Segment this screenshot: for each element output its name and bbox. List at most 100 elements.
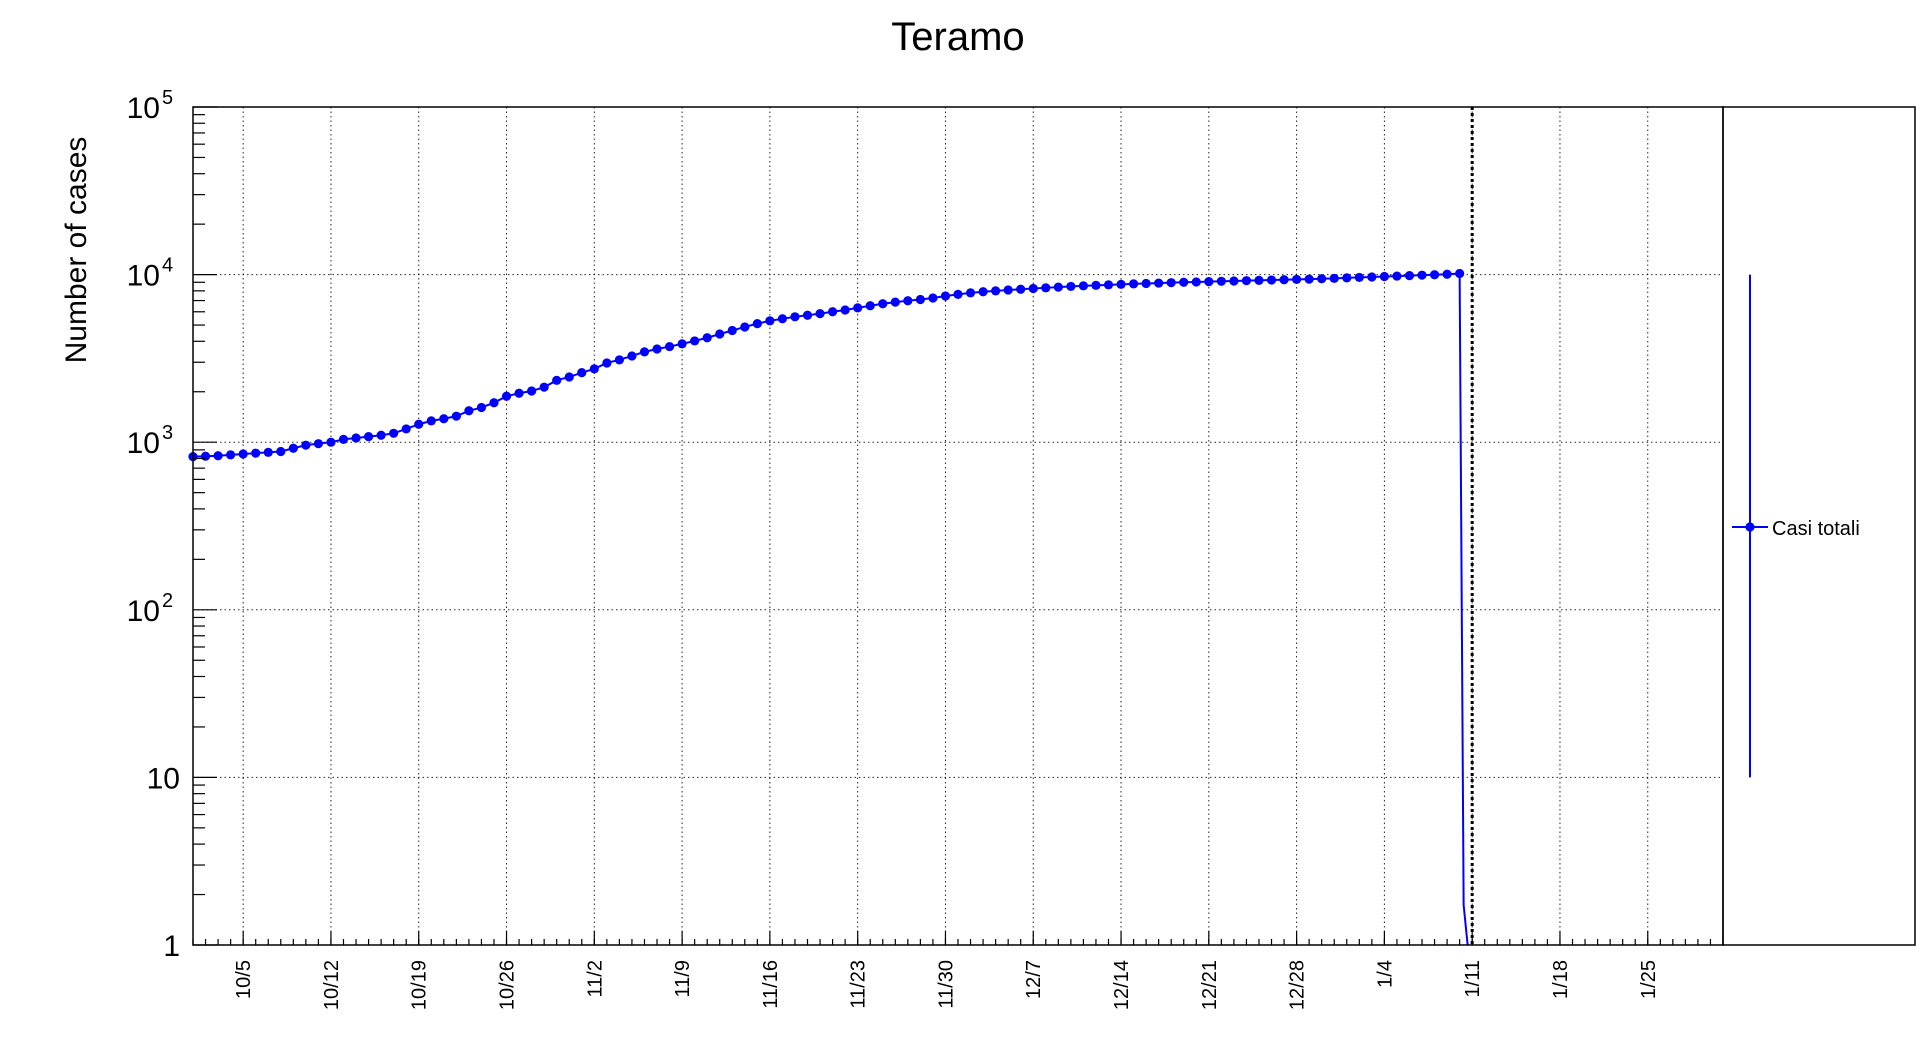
- data-point: [740, 322, 750, 332]
- data-point: [1028, 283, 1038, 294]
- legend: Casi totali: [1722, 106, 1916, 946]
- data-point: [827, 307, 838, 317]
- data-point: [1404, 271, 1415, 281]
- data-point: [401, 424, 411, 434]
- data-point: [200, 451, 211, 461]
- x-tick-label: 11/23: [848, 960, 870, 1009]
- data-point: [1292, 274, 1302, 285]
- data-point: [301, 440, 311, 450]
- data-point: [539, 382, 549, 392]
- x-tick-label: 12/21: [1199, 960, 1221, 1010]
- y-tick-exponent: 3: [162, 422, 173, 444]
- data-point: [1191, 277, 1201, 287]
- data-point: [1041, 283, 1051, 293]
- data-point: [476, 402, 487, 413]
- data-point: [426, 416, 436, 426]
- data-point: [338, 434, 349, 444]
- data-point: [1066, 281, 1076, 292]
- data-point: [702, 333, 712, 343]
- data-point: [752, 319, 762, 329]
- data-point: [589, 364, 599, 374]
- x-tick-label: 11/2: [584, 960, 606, 997]
- data-point: [865, 301, 875, 311]
- data-point: [351, 433, 361, 443]
- data-point: [965, 288, 976, 298]
- data-point: [978, 287, 988, 297]
- data-point: [213, 451, 223, 461]
- data-point: [614, 355, 624, 365]
- data-point: [1241, 276, 1252, 286]
- y-tick-exponent: 4: [162, 255, 173, 277]
- grid: [193, 107, 1723, 945]
- data-point: [953, 289, 963, 299]
- data-point: [1003, 285, 1013, 295]
- data-point: [1442, 269, 1452, 279]
- data-point: [853, 303, 863, 313]
- x-tick-label: 1/4: [1374, 960, 1396, 988]
- y-tick-exponent: 2: [162, 590, 173, 612]
- data-point: [928, 293, 938, 303]
- data-point: [815, 309, 825, 319]
- data-point: [790, 312, 800, 322]
- data-point: [677, 339, 687, 349]
- data-point: [690, 336, 700, 346]
- data-point: [664, 341, 675, 352]
- data-point: [1154, 278, 1164, 288]
- data-point: [802, 310, 813, 320]
- x-tick-label: 10/19: [409, 960, 431, 1010]
- data-point: [1204, 277, 1214, 287]
- x-tick-label: 12/28: [1287, 960, 1309, 1010]
- data-point: [226, 450, 236, 460]
- data-point: [890, 297, 900, 307]
- data-point: [1179, 277, 1189, 287]
- data-point: [777, 314, 788, 324]
- x-tick-label: 12/7: [1023, 960, 1045, 999]
- data-point: [639, 347, 650, 357]
- data-point: [903, 296, 913, 306]
- chart-title: Teramo: [891, 15, 1024, 59]
- data-point: [1229, 276, 1239, 286]
- series-layer: [188, 268, 1469, 946]
- data-point: [451, 411, 461, 421]
- data-point: [915, 294, 925, 305]
- data-point: [238, 449, 248, 459]
- y-tick-label: 10: [127, 92, 160, 125]
- data-point: [439, 414, 449, 424]
- data-point: [527, 386, 537, 396]
- data-point: [1329, 273, 1339, 283]
- data-point: [389, 428, 399, 438]
- data-point: [1091, 280, 1101, 290]
- x-tick-label: 11/16: [760, 960, 782, 1009]
- data-point: [552, 375, 562, 385]
- y-tick-label: 10: [127, 260, 160, 293]
- legend-frame: [1722, 106, 1916, 946]
- data-point: [1053, 282, 1063, 292]
- data-point: [263, 447, 273, 457]
- data-point: [602, 358, 612, 368]
- data-point: [765, 316, 775, 326]
- data-point: [1455, 268, 1465, 279]
- data-point: [1103, 280, 1114, 290]
- data-point: [1141, 278, 1151, 289]
- legend-marker-symbol: [1745, 522, 1755, 532]
- data-point: [288, 443, 298, 453]
- data-point: [1317, 274, 1327, 284]
- data-point: [940, 291, 951, 301]
- data-point: [1342, 273, 1352, 283]
- y-axis-label: Number of cases: [60, 137, 93, 364]
- data-point: [1128, 279, 1139, 289]
- data-point: [363, 431, 374, 442]
- data-point: [514, 388, 524, 398]
- data-point: [652, 344, 662, 354]
- data-point: [313, 439, 324, 449]
- x-tick-label: 10/26: [497, 960, 519, 1010]
- data-point: [1166, 278, 1176, 288]
- data-point: [1417, 270, 1427, 280]
- data-point: [326, 437, 336, 447]
- y-tick-label: 10: [127, 427, 160, 460]
- data-point: [464, 406, 474, 416]
- data-point: [627, 351, 637, 361]
- x-tick-label: 12/14: [1111, 960, 1133, 1010]
- x-tick-label: 1/18: [1550, 960, 1572, 999]
